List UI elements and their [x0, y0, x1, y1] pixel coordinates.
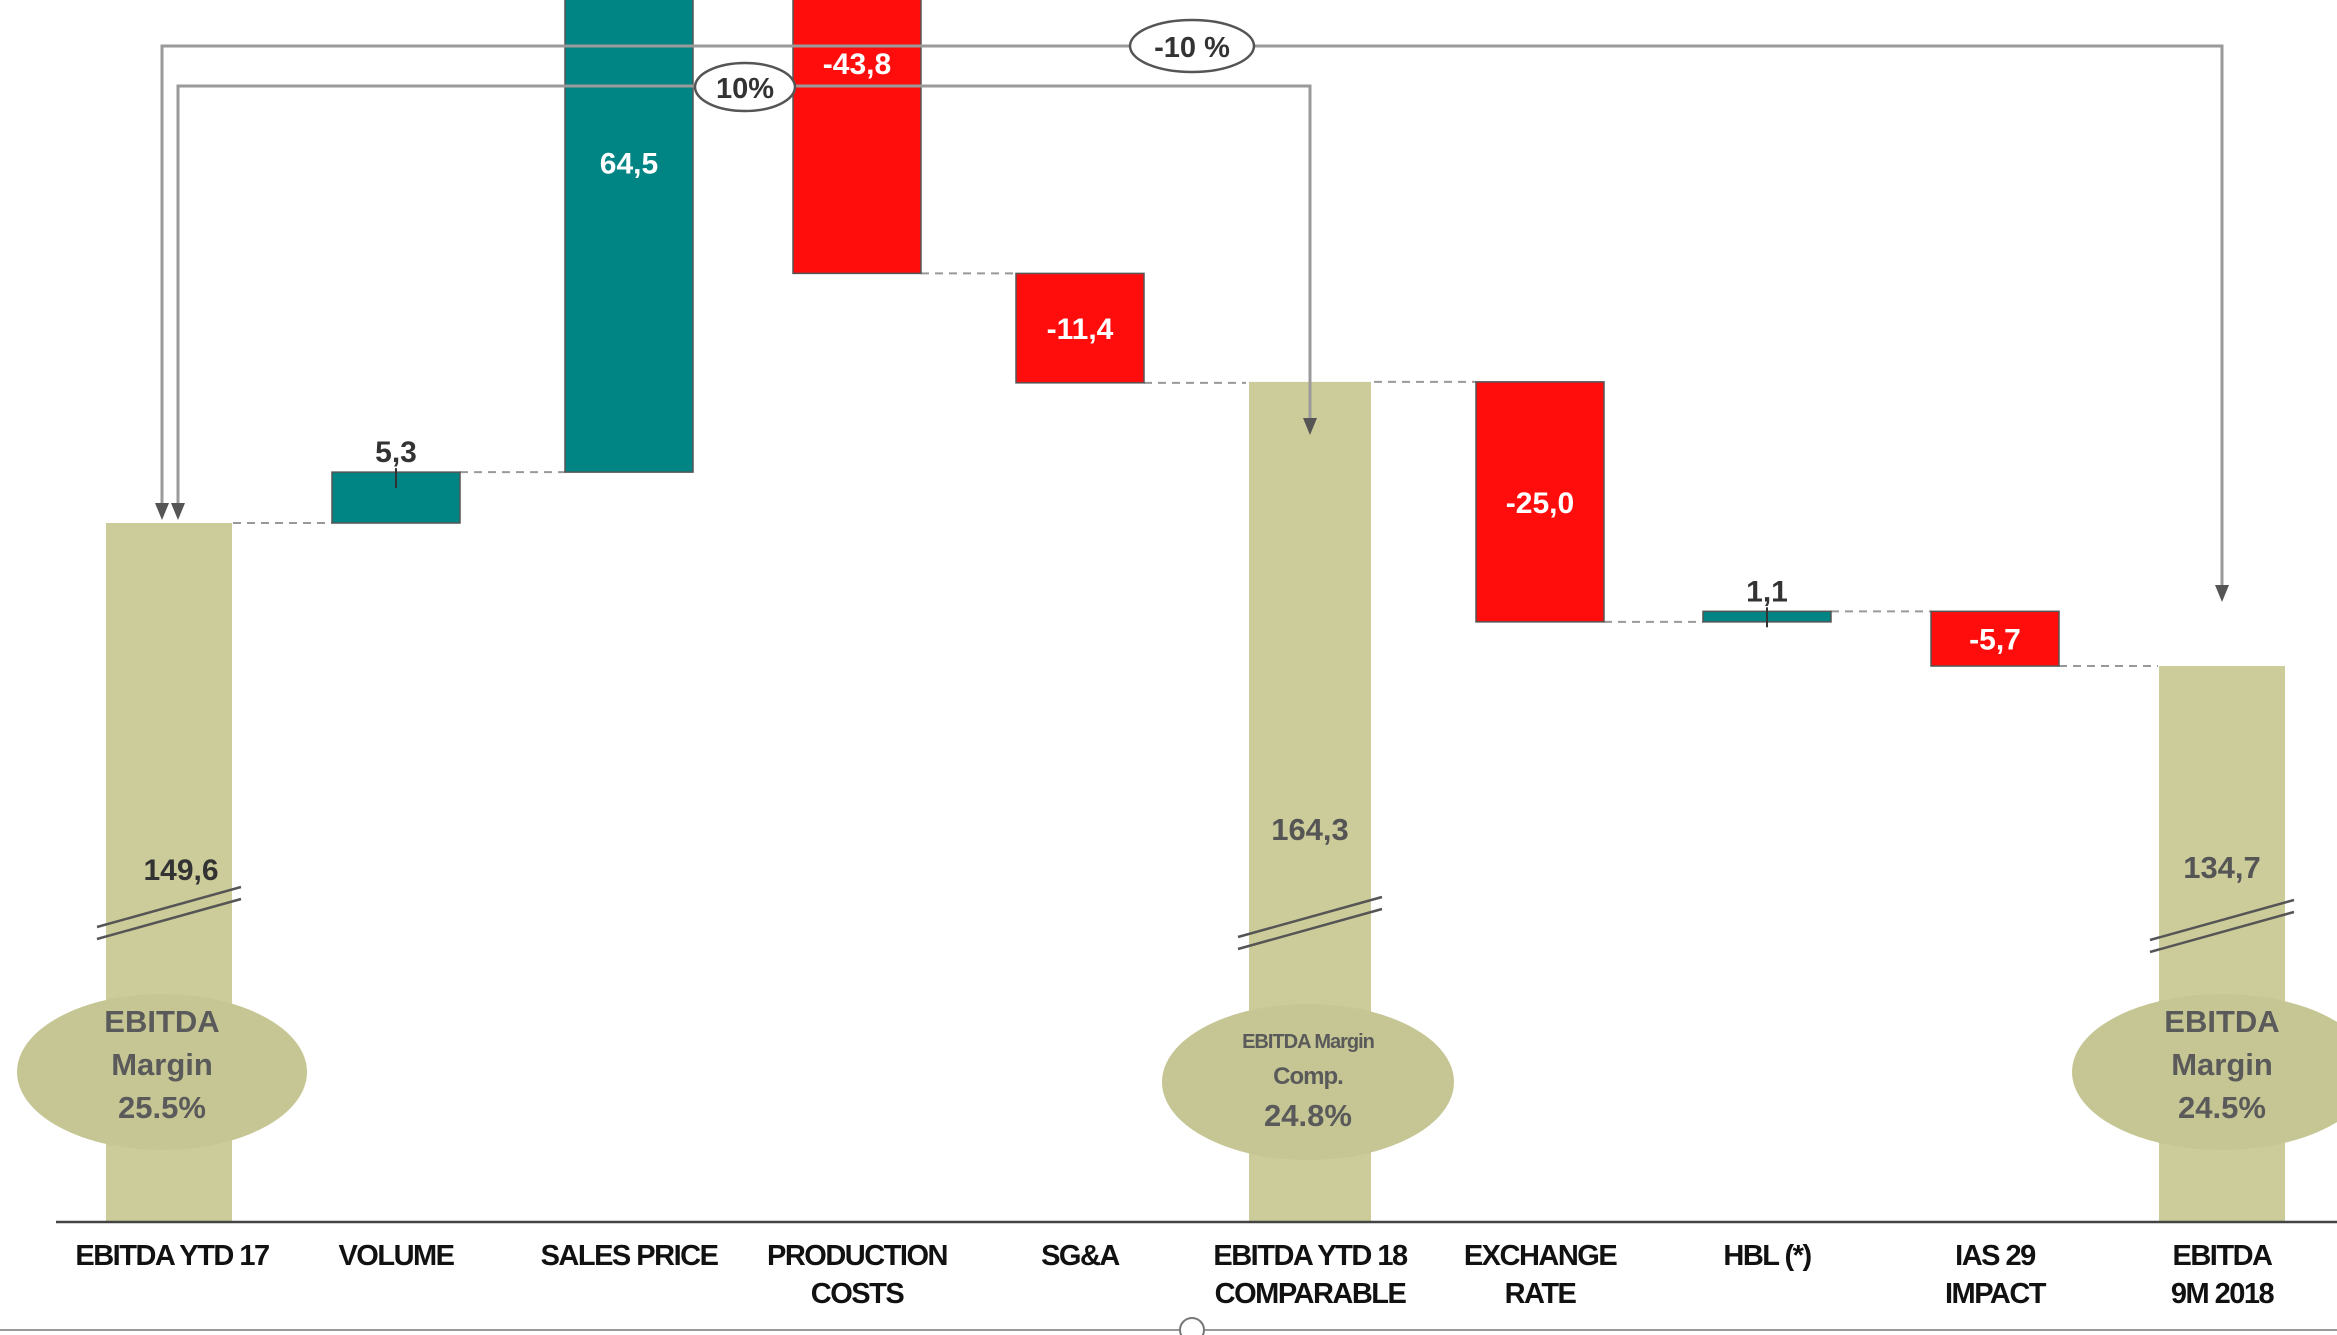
- total-value-label: 134,7: [2183, 850, 2261, 885]
- margin-ellipse: [17, 994, 307, 1150]
- rule-handle: [1179, 1317, 1205, 1335]
- category-label: COSTS: [811, 1278, 905, 1310]
- delta-bar: [1015, 272, 1145, 384]
- arrow-head: [155, 503, 169, 520]
- axis-break-line: [96, 885, 242, 929]
- total-value-label: 164,3: [1271, 812, 1349, 847]
- category-label: PRODUCTION: [767, 1240, 947, 1272]
- arrow-head: [2215, 585, 2229, 602]
- category-label: 9M 2018: [2171, 1278, 2275, 1310]
- margin-label: EBITDA: [2164, 1004, 2279, 1039]
- comparison-label: -10 %: [1154, 32, 1230, 64]
- comparison-bracket-outer: -10 %: [155, 18, 2229, 602]
- axis-break-line: [2149, 910, 2295, 954]
- total-value-label: 149,6: [143, 854, 218, 887]
- category-label: SG&A: [1041, 1240, 1120, 1272]
- category-label: IMPACT: [1945, 1278, 2047, 1310]
- delta-bar: [564, 0, 694, 473]
- margin-label: Margin: [111, 1047, 213, 1082]
- delta-value-label: -25,0: [1506, 487, 1574, 520]
- margin-label: Comp.: [1273, 1063, 1343, 1090]
- category-label: COMPARABLE: [1215, 1278, 1407, 1310]
- delta-value-label: 5,3: [375, 436, 417, 469]
- margin-ellipse: [2072, 994, 2337, 1150]
- margin-label: Margin: [2171, 1047, 2273, 1082]
- category-label: RATE: [1505, 1278, 1577, 1310]
- category-label: EBITDA YTD 17: [75, 1240, 269, 1272]
- delta-bar: [792, 0, 922, 275]
- delta-value-label: 64,5: [600, 148, 658, 181]
- delta-value-label: -5,7: [1969, 624, 2021, 657]
- category-label: EBITDA: [2173, 1240, 2274, 1272]
- axis-break-line: [96, 897, 242, 941]
- axis-break-line: [1237, 907, 1383, 951]
- delta-bar: [1930, 610, 2060, 667]
- delta-bar: [1475, 381, 1605, 623]
- axis-break-line: [2149, 898, 2295, 942]
- margin-label: EBITDA Margin: [1242, 1031, 1374, 1053]
- bracket-line: [160, 44, 2224, 590]
- category-label: SALES PRICE: [541, 1240, 719, 1272]
- comparison-bracket-inner: 10%: [171, 61, 1317, 520]
- margin-label: 24.5%: [2178, 1090, 2266, 1125]
- delta-value-label: -43,8: [823, 48, 891, 81]
- delta-value-label: -11,4: [1047, 313, 1114, 346]
- category-label: EBITDA YTD 18: [1213, 1240, 1408, 1272]
- category-label: VOLUME: [338, 1240, 454, 1272]
- margin-label: 25.5%: [118, 1090, 206, 1125]
- comparison-label-ellipse: [693, 61, 797, 113]
- margin-label: 24.8%: [1264, 1098, 1352, 1133]
- comparison-label: 10%: [716, 73, 774, 105]
- axis-break-line: [1237, 895, 1383, 939]
- category-label: EXCHANGE: [1464, 1240, 1618, 1272]
- category-label: IAS 29: [1955, 1240, 2036, 1272]
- arrow-head: [171, 503, 185, 520]
- comparison-label-ellipse: [1128, 18, 1256, 74]
- margin-label: EBITDA: [104, 1004, 219, 1039]
- connector-lines: [233, 272, 2158, 668]
- margin-ellipse: [1162, 1004, 1454, 1160]
- category-label: HBL (*): [1723, 1240, 1811, 1272]
- delta-value-label: 1,1: [1746, 575, 1788, 608]
- arrow-head: [1303, 418, 1317, 435]
